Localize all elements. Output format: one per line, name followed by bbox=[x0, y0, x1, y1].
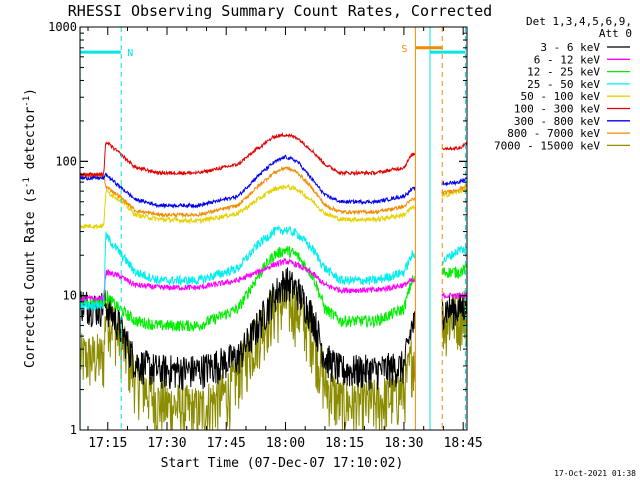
y-axis-label-main: Corrected Count Rate (s bbox=[23, 188, 38, 368]
series-300-800-kev bbox=[79, 154, 468, 209]
series-800-7000-kev bbox=[79, 165, 468, 219]
x-tick-label: 18:15 bbox=[325, 436, 364, 451]
legend-header-line1: Det 1,3,4,5,6,9, bbox=[526, 15, 632, 28]
series-trace bbox=[79, 245, 467, 333]
plot-frame bbox=[79, 26, 468, 431]
legend-label: 7000 - 15000 keV bbox=[494, 139, 600, 152]
y-axis-label-sup2: -1 bbox=[22, 96, 32, 107]
series-trace bbox=[79, 267, 468, 391]
legend-label: 800 - 7000 keV bbox=[507, 127, 600, 140]
chart-title: RHESSI Observing Summary Count Rates, Co… bbox=[68, 2, 492, 20]
legend-label: 6 - 12 keV bbox=[534, 53, 601, 66]
x-tick-label: 18:00 bbox=[266, 436, 305, 451]
series-trace bbox=[79, 154, 468, 209]
footer-timestamp: 17-Oct-2021 01:38 bbox=[554, 469, 636, 478]
axes: 1 10 100 1000 17:15 17:30 17:45 18:00 18:15 18:30… bbox=[48, 20, 483, 451]
x-tick-label: 17:45 bbox=[207, 436, 246, 451]
x-axis-label: Start Time (07-Dec-07 17:10:02) bbox=[161, 456, 404, 471]
series-6-12-kev bbox=[80, 257, 468, 303]
series-3-6-kev bbox=[79, 267, 468, 391]
legend-label: 12 - 25 keV bbox=[527, 66, 600, 79]
series-trace bbox=[80, 257, 468, 303]
series-trace bbox=[79, 279, 468, 431]
marker-label-n: N bbox=[127, 48, 133, 59]
x-tick-label: 18:45 bbox=[444, 436, 483, 451]
y-axis-label: Corrected Count Rate (s-1 detector-1) bbox=[22, 88, 38, 368]
series-trace bbox=[79, 131, 468, 178]
marker-label-s: S bbox=[401, 44, 407, 55]
x-tick-label: 17:15 bbox=[88, 436, 127, 451]
legend-label: 25 - 50 keV bbox=[527, 78, 600, 91]
legend-label: 300 - 800 keV bbox=[514, 115, 600, 128]
y-tick-label: 10 bbox=[63, 289, 77, 303]
legend-label: 50 - 100 keV bbox=[521, 90, 601, 103]
x-tick-label: 17:30 bbox=[147, 436, 186, 451]
series-trace bbox=[79, 165, 468, 219]
y-axis-label-mid: detector bbox=[23, 107, 38, 178]
y-tick-label: 1000 bbox=[48, 20, 77, 34]
series-trace bbox=[79, 224, 468, 311]
legend-header-line2: Att 0 bbox=[599, 27, 632, 40]
y-tick-label: 1 bbox=[70, 423, 77, 437]
series-25-50-kev bbox=[79, 224, 468, 311]
x-tick-label: 18:30 bbox=[384, 436, 423, 451]
y-axis-label-end: ) bbox=[23, 88, 38, 96]
series-12-25-kev bbox=[79, 245, 467, 333]
series-100-300-kev bbox=[79, 131, 468, 178]
series-7000-15000-kev bbox=[79, 279, 468, 431]
legend-label: 3 - 6 keV bbox=[540, 41, 600, 54]
y-tick-label: 100 bbox=[55, 154, 77, 168]
y-axis-label-sup1: -1 bbox=[22, 177, 32, 188]
legend-label: 100 - 300 keV bbox=[514, 103, 600, 116]
